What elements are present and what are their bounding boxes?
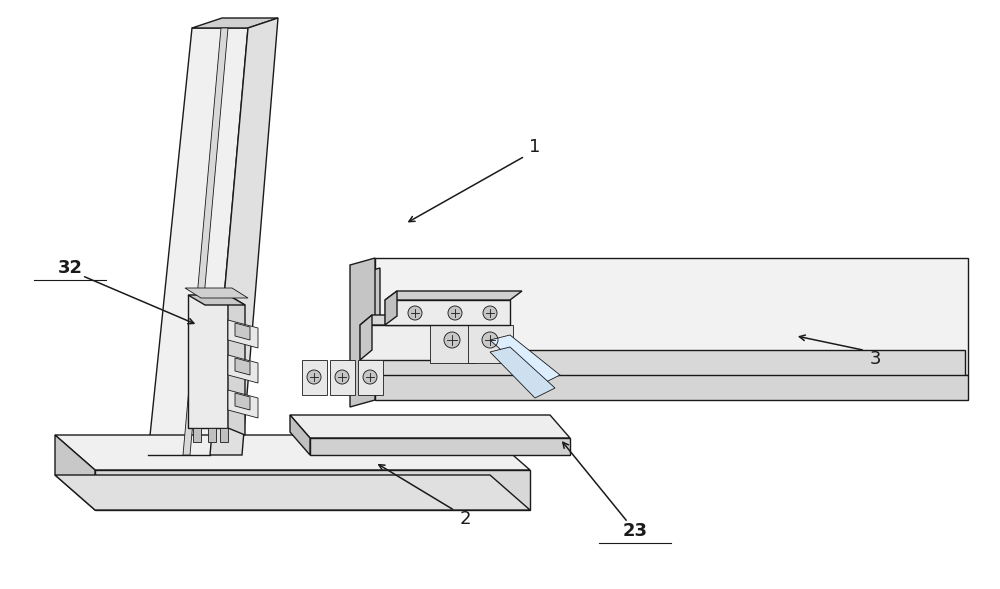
- Circle shape: [408, 306, 422, 320]
- Polygon shape: [355, 268, 380, 387]
- Polygon shape: [490, 335, 560, 385]
- Polygon shape: [235, 393, 250, 410]
- Polygon shape: [188, 295, 228, 428]
- Circle shape: [448, 306, 462, 320]
- Text: 3: 3: [869, 350, 881, 368]
- Polygon shape: [385, 291, 397, 325]
- Polygon shape: [302, 360, 327, 395]
- Circle shape: [482, 332, 498, 348]
- Polygon shape: [330, 360, 355, 395]
- Polygon shape: [375, 258, 968, 375]
- Polygon shape: [95, 470, 530, 510]
- Circle shape: [363, 370, 377, 384]
- Text: 1: 1: [529, 138, 541, 156]
- Polygon shape: [228, 355, 258, 383]
- Polygon shape: [490, 347, 555, 398]
- Polygon shape: [290, 415, 570, 438]
- Polygon shape: [360, 315, 502, 325]
- Polygon shape: [220, 428, 228, 442]
- Polygon shape: [350, 258, 375, 407]
- Polygon shape: [235, 358, 250, 375]
- Polygon shape: [235, 323, 250, 340]
- Polygon shape: [148, 28, 248, 455]
- Polygon shape: [380, 268, 965, 350]
- Polygon shape: [310, 438, 570, 455]
- Polygon shape: [358, 360, 383, 395]
- Text: 32: 32: [58, 259, 83, 277]
- Polygon shape: [192, 18, 278, 28]
- Polygon shape: [55, 475, 530, 510]
- Polygon shape: [183, 28, 228, 455]
- Polygon shape: [210, 18, 278, 455]
- Polygon shape: [360, 325, 490, 360]
- Polygon shape: [290, 415, 310, 455]
- Polygon shape: [55, 435, 95, 510]
- Polygon shape: [360, 315, 372, 360]
- Polygon shape: [55, 435, 530, 470]
- Polygon shape: [228, 320, 258, 348]
- Polygon shape: [430, 325, 475, 363]
- Circle shape: [444, 332, 460, 348]
- Text: 23: 23: [622, 522, 648, 540]
- Circle shape: [483, 306, 497, 320]
- Circle shape: [335, 370, 349, 384]
- Polygon shape: [468, 325, 513, 363]
- Polygon shape: [208, 428, 216, 442]
- Text: 2: 2: [459, 511, 471, 528]
- Polygon shape: [385, 300, 510, 325]
- Polygon shape: [380, 350, 965, 380]
- Polygon shape: [228, 390, 258, 418]
- Polygon shape: [193, 428, 201, 442]
- Polygon shape: [228, 295, 245, 435]
- Polygon shape: [375, 375, 968, 400]
- Polygon shape: [385, 291, 522, 300]
- Circle shape: [307, 370, 321, 384]
- Polygon shape: [188, 295, 245, 305]
- Polygon shape: [185, 288, 248, 298]
